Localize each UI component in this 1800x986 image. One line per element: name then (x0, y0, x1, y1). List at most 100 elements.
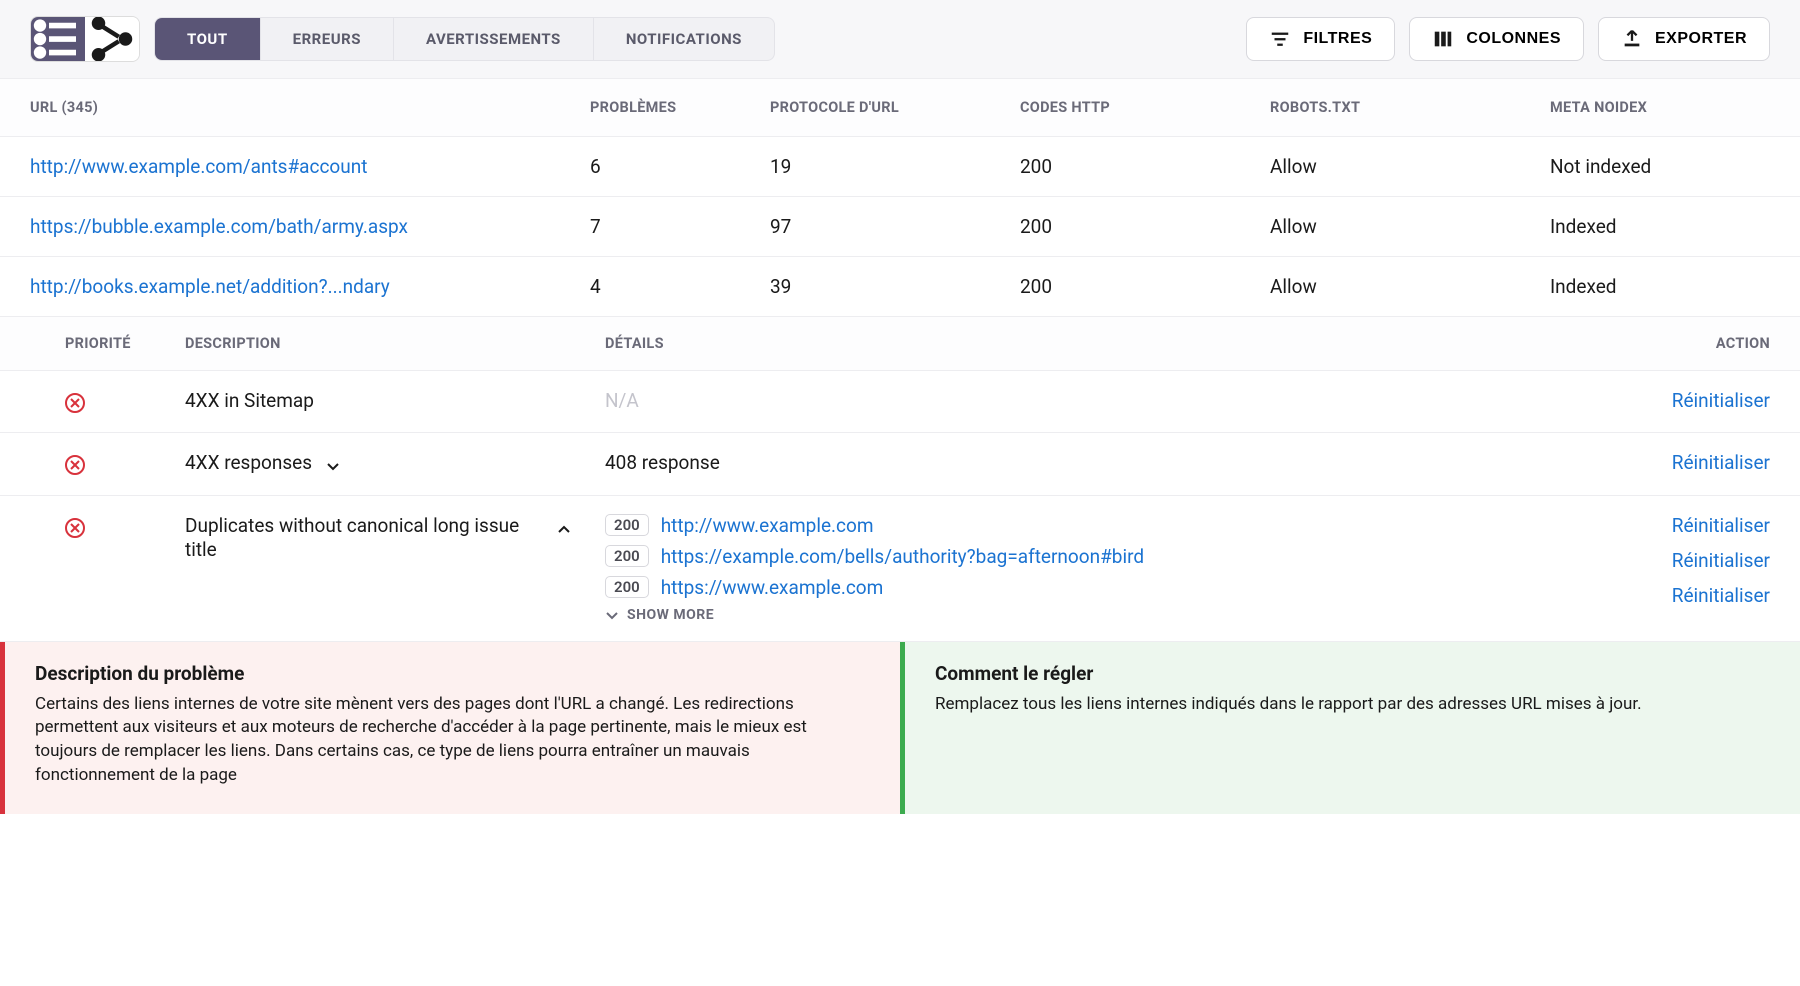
table-row[interactable]: https://bubble.example.com/bath/army.asp… (0, 197, 1800, 257)
columns-label: COLONNES (1466, 30, 1561, 48)
cell-meta-noindex: Indexed (1550, 275, 1770, 298)
chevron-down-icon (326, 459, 340, 473)
issue-row: Duplicates without canonical long issue … (0, 496, 1800, 642)
details-cell: 200 http://www.example.com 200 https://e… (605, 514, 1610, 623)
chevron-up-icon (557, 522, 571, 536)
reset-link[interactable]: Réinitialiser (1610, 584, 1770, 607)
url-link[interactable]: http://www.example.com/ants#account (30, 155, 367, 178)
url-link[interactable]: https://bubble.example.com/bath/army.asp… (30, 215, 408, 238)
th-description[interactable]: DESCRIPTION (185, 335, 605, 352)
reset-link[interactable]: Réinitialiser (1672, 451, 1770, 474)
filter-icon (1269, 28, 1291, 50)
detail-url-link[interactable]: https://www.example.com (661, 576, 884, 599)
reset-link[interactable]: Réinitialiser (1672, 389, 1770, 412)
error-icon (65, 518, 85, 538)
detail-url-link[interactable]: https://example.com/bells/authority?bag=… (661, 545, 1144, 568)
tree-icon (85, 16, 139, 62)
error-icon (65, 455, 85, 475)
problem-title: Description du problème (35, 662, 870, 685)
filter-tabs: TOUT ERREURS AVERTISSEMENTS NOTIFICATION… (154, 17, 775, 61)
expand-toggle[interactable] (322, 455, 344, 477)
reset-link[interactable]: Réinitialiser (1610, 514, 1770, 537)
cell-problems: 6 (590, 155, 770, 178)
detail-url-link[interactable]: http://www.example.com (661, 514, 874, 537)
error-icon (65, 393, 85, 413)
export-button[interactable]: EXPORTER (1598, 17, 1770, 61)
columns-button[interactable]: COLONNES (1409, 17, 1584, 61)
description-cell: 4XX responses (185, 451, 605, 477)
details-cell: N/A (605, 389, 1610, 414)
detail-item: 200 http://www.example.com (605, 514, 1610, 537)
list-view-button[interactable] (31, 17, 85, 61)
th-problems[interactable]: PROBLÈMES (590, 99, 770, 116)
reset-link[interactable]: Réinitialiser (1610, 549, 1770, 572)
filters-label: FILTRES (1303, 30, 1372, 48)
collapse-toggle[interactable] (554, 518, 575, 540)
issue-description: 4XX responses (185, 451, 312, 476)
tab-warnings[interactable]: AVERTISSEMENTS (394, 18, 594, 60)
cell-meta-noindex: Not indexed (1550, 155, 1770, 178)
chevron-down-icon (605, 608, 619, 622)
fix-text: Remplacez tous les liens internes indiqu… (935, 693, 1770, 717)
priority-cell (65, 514, 185, 623)
tree-view-button[interactable] (85, 17, 139, 61)
page-root: TOUT ERREURS AVERTISSEMENTS NOTIFICATION… (0, 0, 1800, 814)
issue-row: 4XX responses 408 response Réinitialiser (0, 433, 1800, 496)
th-url[interactable]: URL (345) (30, 99, 590, 116)
tab-notifications[interactable]: NOTIFICATIONS (594, 18, 774, 60)
priority-cell (65, 451, 185, 477)
detail-item: 200 https://example.com/bells/authority?… (605, 545, 1610, 568)
detail-item: 200 https://www.example.com (605, 576, 1610, 599)
columns-icon (1432, 28, 1454, 50)
status-badge: 200 (605, 514, 649, 536)
table-row[interactable]: http://www.example.com/ants#account 6 19… (0, 137, 1800, 197)
priority-cell (65, 389, 185, 414)
fix-title: Comment le régler (935, 662, 1770, 685)
table-header: URL (345) PROBLÈMES PROTOCOLE D'URL CODE… (0, 78, 1800, 137)
status-badge: 200 (605, 545, 649, 567)
cell-http-codes: 200 (1020, 155, 1270, 178)
show-more-label: SHOW MORE (627, 607, 714, 623)
tab-all[interactable]: TOUT (155, 18, 261, 60)
cell-robots: Allow (1270, 215, 1550, 238)
cell-robots: Allow (1270, 155, 1550, 178)
fix-panel: Comment le régler Remplacez tous les lie… (900, 642, 1800, 814)
filters-button[interactable]: FILTRES (1246, 17, 1395, 61)
issue-description: Duplicates without canonical long issue … (185, 514, 544, 563)
cell-http-codes: 200 (1020, 215, 1270, 238)
show-more-button[interactable]: SHOW MORE (605, 607, 1610, 623)
toolbar: TOUT ERREURS AVERTISSEMENTS NOTIFICATION… (0, 0, 1800, 78)
issue-description: 4XX in Sitemap (185, 389, 314, 414)
action-stack: Réinitialiser Réinitialiser Réinitialise… (1610, 514, 1770, 607)
cell-protocol: 39 (770, 275, 1020, 298)
th-meta-noindex[interactable]: META NOIDEX (1550, 99, 1770, 116)
problem-panel: Description du problème Certains des lie… (0, 642, 900, 814)
info-panels: Description du problème Certains des lie… (0, 642, 1800, 814)
table-row[interactable]: http://books.example.net/addition?...nda… (0, 257, 1800, 317)
cell-meta-noindex: Indexed (1550, 215, 1770, 238)
cell-protocol: 97 (770, 215, 1020, 238)
problem-text: Certains des liens internes de votre sit… (35, 693, 870, 788)
status-badge: 200 (605, 576, 649, 598)
export-label: EXPORTER (1655, 30, 1747, 48)
tab-errors[interactable]: ERREURS (261, 18, 394, 60)
th-robots[interactable]: ROBOTS.TXT (1270, 99, 1550, 116)
list-icon (31, 16, 85, 62)
description-cell: Duplicates without canonical long issue … (185, 514, 605, 623)
th-http-codes[interactable]: CODES HTTP (1020, 99, 1270, 116)
th-action[interactable]: ACTION (1610, 335, 1770, 352)
th-priority[interactable]: PRIORITÉ (65, 335, 185, 352)
description-cell: 4XX in Sitemap (185, 389, 605, 414)
cell-problems: 4 (590, 275, 770, 298)
issue-row: 4XX in Sitemap N/A Réinitialiser (0, 371, 1800, 433)
view-toggle (30, 16, 140, 62)
url-link[interactable]: http://books.example.net/addition?...nda… (30, 275, 390, 298)
cell-protocol: 19 (770, 155, 1020, 178)
details-cell: 408 response (605, 451, 1610, 477)
issues-header: PRIORITÉ DESCRIPTION DÉTAILS ACTION (0, 317, 1800, 371)
th-protocol[interactable]: PROTOCOLE D'URL (770, 99, 1020, 116)
th-details[interactable]: DÉTAILS (605, 335, 1610, 352)
cell-problems: 7 (590, 215, 770, 238)
export-icon (1621, 28, 1643, 50)
cell-robots: Allow (1270, 275, 1550, 298)
